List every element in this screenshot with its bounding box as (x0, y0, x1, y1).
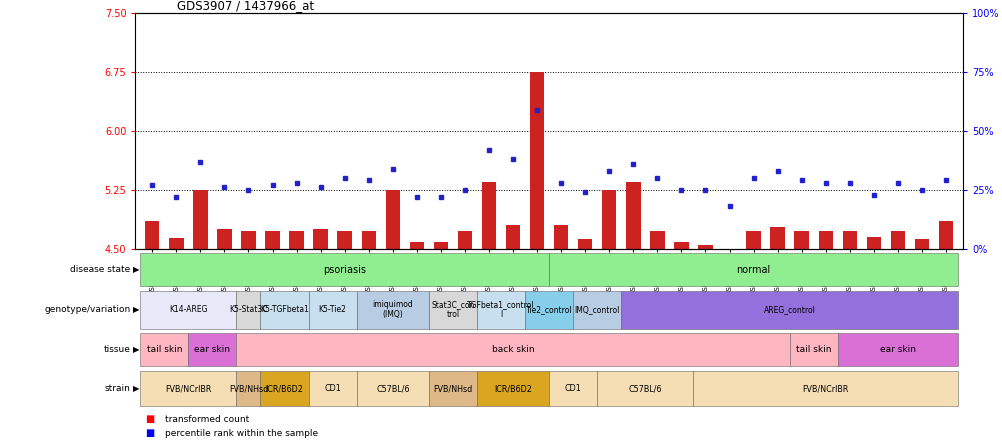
Text: transformed count: transformed count (165, 415, 249, 424)
Bar (601, 190, 616, 249)
Bar (481, 182, 496, 249)
Text: disease state: disease state (70, 265, 130, 274)
Text: Stat3C_con
trol: Stat3C_con trol (431, 300, 474, 319)
Bar (770, 227, 785, 249)
Text: ear skin: ear skin (879, 345, 915, 354)
Bar (289, 231, 304, 249)
Text: K14-AREG: K14-AREG (169, 305, 207, 314)
Text: AREG_control: AREG_control (763, 305, 815, 314)
Text: C57BL/6: C57BL/6 (628, 384, 661, 393)
Bar (457, 231, 472, 249)
Text: K5-TGFbeta1: K5-TGFbeta1 (260, 305, 309, 314)
Bar (842, 231, 856, 249)
Text: C57BL/6: C57BL/6 (376, 384, 409, 393)
Text: tail skin: tail skin (796, 345, 831, 354)
Bar (217, 229, 231, 249)
Text: ear skin: ear skin (194, 345, 230, 354)
Text: ICR/B6D2: ICR/B6D2 (494, 384, 531, 393)
Text: CD1: CD1 (324, 384, 341, 393)
Text: genotype/variation: genotype/variation (44, 305, 130, 314)
Text: ▶: ▶ (133, 345, 139, 354)
Text: tissue: tissue (103, 345, 130, 354)
Bar (337, 231, 352, 249)
Text: tail skin: tail skin (146, 345, 181, 354)
Bar (553, 225, 568, 249)
Bar (505, 225, 520, 249)
Text: IMQ_control: IMQ_control (574, 305, 619, 314)
Text: ▶: ▶ (133, 265, 139, 274)
Text: back skin: back skin (491, 345, 534, 354)
Text: Tie2_control: Tie2_control (525, 305, 572, 314)
Text: K5-Tie2: K5-Tie2 (319, 305, 347, 314)
Bar (529, 72, 544, 249)
Bar (890, 231, 904, 249)
Text: ▶: ▶ (133, 305, 139, 314)
Text: TGFbeta1_control
l: TGFbeta1_control l (467, 300, 534, 319)
Bar (673, 242, 688, 249)
Bar (313, 229, 328, 249)
Bar (794, 231, 809, 249)
Bar (818, 231, 832, 249)
Bar (914, 239, 928, 249)
Text: strain: strain (104, 384, 130, 393)
Bar (145, 221, 159, 249)
Text: FVB/NHsd: FVB/NHsd (433, 384, 472, 393)
Text: psoriasis: psoriasis (323, 265, 366, 275)
Text: ▶: ▶ (133, 384, 139, 393)
Text: CD1: CD1 (564, 384, 581, 393)
Text: ■: ■ (145, 414, 154, 424)
Bar (385, 190, 400, 249)
Bar (193, 190, 207, 249)
Bar (361, 231, 376, 249)
Bar (266, 231, 280, 249)
Text: FVB/NCrIBR: FVB/NCrIBR (802, 384, 848, 393)
Text: GDS3907 / 1437966_at: GDS3907 / 1437966_at (176, 0, 314, 12)
Bar (577, 239, 592, 249)
Text: FVB/NHsd: FVB/NHsd (228, 384, 268, 393)
Bar (625, 182, 640, 249)
Bar (866, 237, 880, 249)
Text: imiquimod
(IMQ): imiquimod (IMQ) (372, 300, 413, 319)
Text: normal: normal (735, 265, 770, 275)
Text: ICR/B6D2: ICR/B6D2 (266, 384, 304, 393)
Text: K5-Stat3C: K5-Stat3C (229, 305, 268, 314)
Text: FVB/NCrIBR: FVB/NCrIBR (165, 384, 211, 393)
Text: ■: ■ (145, 428, 154, 438)
Bar (938, 221, 952, 249)
Text: percentile rank within the sample: percentile rank within the sample (165, 429, 319, 438)
Bar (697, 245, 712, 249)
Bar (169, 238, 183, 249)
Bar (745, 231, 761, 249)
Bar (241, 231, 256, 249)
Bar (433, 242, 448, 249)
Bar (409, 242, 424, 249)
Bar (649, 231, 664, 249)
